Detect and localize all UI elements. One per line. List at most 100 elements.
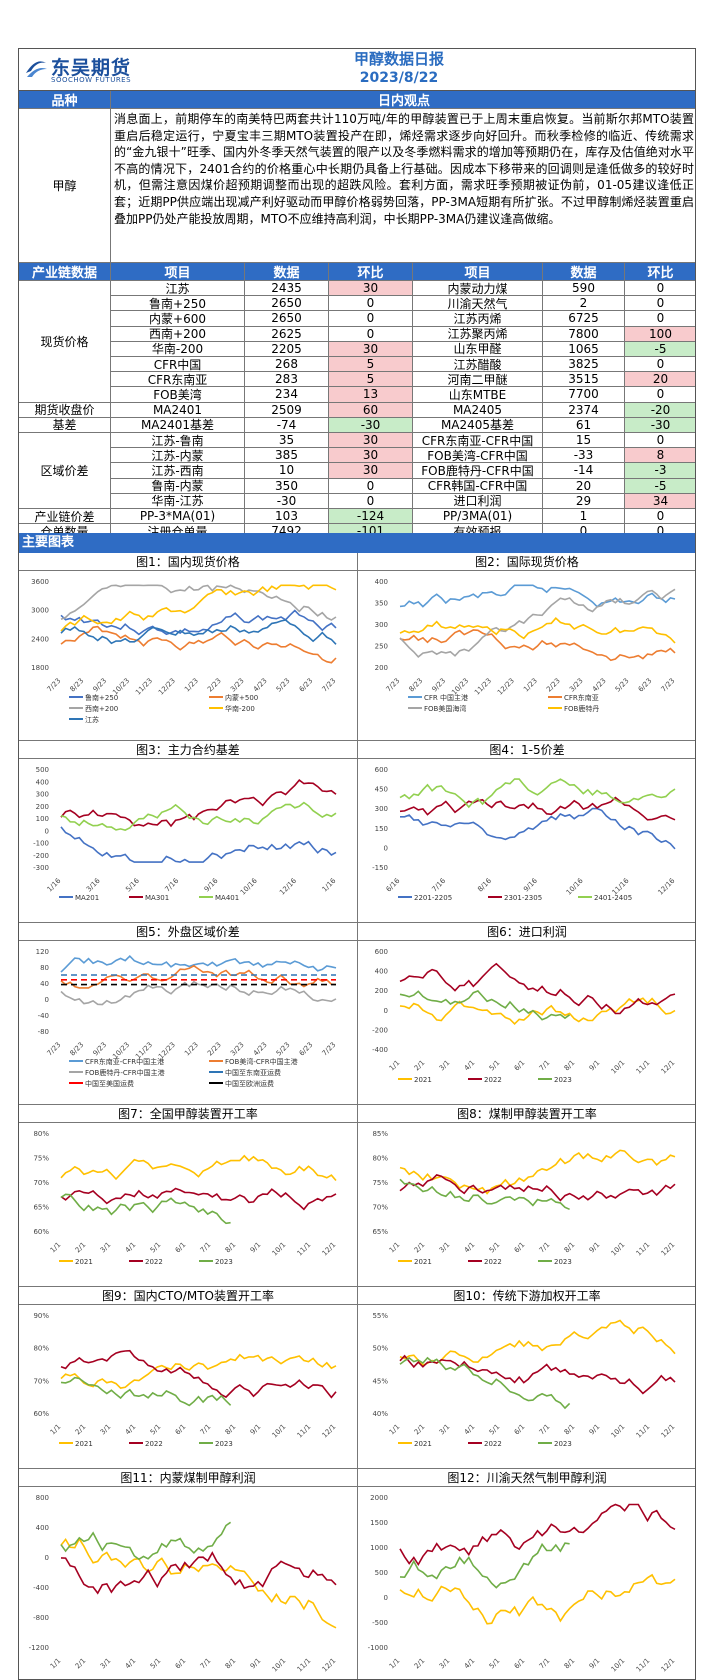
- x-tick-label: 9/16: [203, 876, 220, 893]
- view-body: 甲醇 消息面上，前期停车的南美特巴两套共计110万吨/年的甲醇装置已于上周末重启…: [19, 109, 695, 263]
- x-tick-label: 9/1: [588, 1423, 602, 1437]
- section-title: 主要图表: [19, 533, 695, 553]
- series-line: [60, 1376, 232, 1407]
- table-cell: 30: [329, 448, 413, 464]
- series-line: [60, 1193, 231, 1225]
- table-cell: 283: [245, 372, 329, 388]
- table-cell: 0: [625, 433, 695, 449]
- x-tick-label: 1/1: [49, 1657, 63, 1671]
- y-tick-label: -200: [33, 852, 49, 860]
- x-tick-label: 4/1: [463, 1423, 477, 1437]
- x-tick-label: 6/23: [637, 677, 654, 694]
- x-tick-label: 5/23: [275, 677, 292, 694]
- y-tick-label: 300: [375, 621, 388, 629]
- table-cell: 2435: [245, 281, 329, 297]
- chart-title: 图7：全国甲醇装置开工率: [19, 1105, 357, 1123]
- x-tick-label: 11/23: [473, 677, 493, 697]
- x-tick-label: 11/23: [134, 677, 154, 697]
- x-tick-label: 3/1: [99, 1657, 113, 1671]
- x-tick-label: 2/1: [413, 1423, 427, 1437]
- series-line: [399, 1319, 676, 1367]
- row-group-label: 基差: [19, 417, 111, 433]
- table-cell: 进口利润: [413, 493, 543, 509]
- x-tick-label: 5/1: [488, 1241, 502, 1255]
- x-tick-label: 2/23: [206, 1041, 223, 1058]
- series-line: [60, 1551, 337, 1595]
- table-cell: 5: [329, 372, 413, 388]
- table-cell: 内蒙+600: [111, 311, 245, 327]
- x-tick-label: 1/23: [522, 677, 539, 694]
- x-tick-label: 2/23: [545, 677, 562, 694]
- table-cell: -124: [329, 509, 413, 525]
- y-tick-label: -400: [33, 1584, 49, 1592]
- legend-label: MA401: [215, 894, 239, 902]
- series-line: [399, 796, 676, 821]
- table-cell: 7800: [543, 326, 625, 342]
- y-tick-label: 0: [384, 1594, 388, 1602]
- table-cell: 20: [543, 478, 625, 494]
- x-tick-label: 4/23: [252, 1041, 269, 1058]
- table-header-cell: 数据: [245, 263, 329, 281]
- legend-label: 2021: [414, 1258, 432, 1266]
- x-tick-label: 8/1: [224, 1423, 238, 1437]
- series-line: [399, 629, 676, 662]
- table-cell: -74: [245, 417, 329, 433]
- x-tick-label: 2/23: [206, 677, 223, 694]
- legend-label: 华南-200: [225, 704, 255, 713]
- x-tick-label: 10/16: [565, 876, 585, 896]
- x-tick-label: 11/1: [635, 1423, 652, 1440]
- series-line: [60, 1349, 337, 1399]
- series-line: [60, 625, 337, 664]
- x-tick-label: 12/1: [660, 1059, 677, 1076]
- table-cell: MA2401基差: [111, 417, 245, 433]
- x-tick-label: 12/1: [660, 1423, 677, 1440]
- table-cell: 61: [543, 417, 625, 433]
- series-line: [60, 619, 337, 645]
- view-product: 甲醇: [19, 109, 111, 263]
- y-tick-label: 85%: [372, 1130, 388, 1138]
- report-header: 东吴期货 SOOCHOW FUTURES 甲醇数据日报 2023/8/22: [19, 49, 695, 91]
- chart-7: 图7：全国甲醇装置开工率 80% 75% 70% 65% 60% 1/1 2/1 3/1 4/1 5…: [19, 1105, 358, 1287]
- x-tick-label: 3/23: [229, 677, 246, 694]
- x-tick-label: 8/16: [476, 876, 493, 893]
- table-cell: -30: [245, 493, 329, 509]
- table-cell: CFR韩国-CFR中国: [413, 478, 543, 494]
- y-tick-label: -40: [38, 1012, 49, 1020]
- x-tick-label: 7/1: [199, 1241, 213, 1255]
- chart-title: 图2：国际现货价格: [358, 553, 695, 571]
- chart-title: 图4：1-5价差: [358, 741, 695, 759]
- chart-plot: 80% 75% 70% 65% 60%1/1 2/1 3/1 4/1 5/1 6/1 7/1 8/1 9…: [33, 1130, 337, 1266]
- table-cell: PP/3MA(01): [413, 509, 543, 525]
- y-tick-label: 70%: [372, 1204, 388, 1212]
- x-tick-label: 12/1: [321, 1657, 338, 1674]
- row-group-label: 区域价差: [19, 433, 111, 509]
- y-tick-label: 90%: [33, 1312, 49, 1320]
- chart-11: 图11：内蒙煤制甲醇利润 800 400 0 -400 -800 -1200 1/1 2/1 3/…: [19, 1469, 358, 1679]
- x-tick-label: 8/23: [408, 677, 425, 694]
- chart-plot: 85% 80% 75% 70% 65%1/1 2/1 3/1 4/1 5/1 6/1 7/1 8/1 9…: [372, 1130, 676, 1266]
- report-title: 甲醇数据日报: [353, 50, 444, 68]
- table-cell: 1065: [543, 341, 625, 357]
- chart-title: 图1：国内现货价格: [19, 553, 357, 571]
- x-tick-label: 2/1: [413, 1657, 427, 1671]
- x-tick-label: 6/23: [298, 1041, 315, 1058]
- y-tick-label: 300: [375, 805, 388, 813]
- y-tick-label: 100: [36, 815, 49, 823]
- legend-label: 江苏: [85, 715, 99, 724]
- y-tick-label: 350: [375, 600, 388, 608]
- table-cell: FOB美湾-CFR中国: [413, 448, 543, 464]
- y-tick-label: 600: [375, 766, 388, 774]
- legend-label: 鲁南+250: [85, 693, 118, 702]
- table-cell: -14: [543, 463, 625, 479]
- table-cell: 0: [329, 493, 413, 509]
- y-tick-label: 60%: [33, 1228, 49, 1236]
- table-cell: 江苏聚丙烯: [413, 326, 543, 342]
- chart-1: 图1：国内现货价格 3600 3000 2400 1800 7/23 8/23 9/23 10/…: [19, 553, 358, 741]
- x-tick-label: 10/16: [239, 876, 259, 896]
- table-cell: 山东MTBE: [413, 387, 543, 403]
- table-cell: 华南-江苏: [111, 493, 245, 509]
- y-tick-label: 600: [375, 948, 388, 956]
- data-table: 产业链数据 项目 数据 环比 项目 数据 环比 现货价格 江苏 2435 30 内蒙动力煤 590 0 鲁南…: [19, 263, 695, 540]
